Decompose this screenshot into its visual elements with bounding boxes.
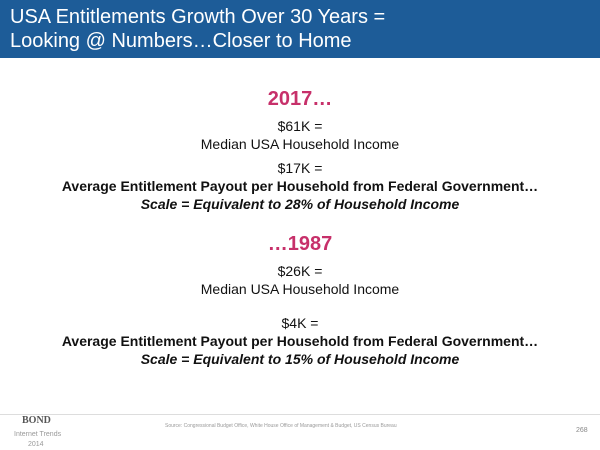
income-value: $61K = [277,118,323,134]
section-year: …1987 [267,233,333,255]
logo-year: 2014 [28,441,44,448]
title-line: Looking @ Numbers…Closer to Home [10,30,352,52]
income-label: Median USA Household Income [200,281,400,297]
title-line: USA Entitlements Growth Over 30 Years = [10,6,386,28]
payout-value: $4K = [281,315,319,331]
source: Source: Congressional Budget Office, Whi… [165,423,397,429]
footer-rule [0,414,600,415]
scale-note: Scale = Equivalent to 28% of Household I… [140,196,460,212]
payout-label: Average Entitlement Payout per Household… [61,333,539,349]
page-number: 268 [576,427,588,434]
logo-sub: Internet Trends [14,431,62,438]
scale-note: Scale = Equivalent to 15% of Household I… [140,351,460,367]
section-year: 2017… [267,88,333,110]
header-band: USA Entitlements Growth Over 30 Years = … [0,0,600,58]
income-label: Median USA Household Income [200,136,400,152]
payout-value: $17K = [277,160,323,176]
payout-label: Average Entitlement Payout per Household… [61,178,539,194]
logo: BOND [22,415,51,426]
income-value: $26K = [277,263,323,279]
